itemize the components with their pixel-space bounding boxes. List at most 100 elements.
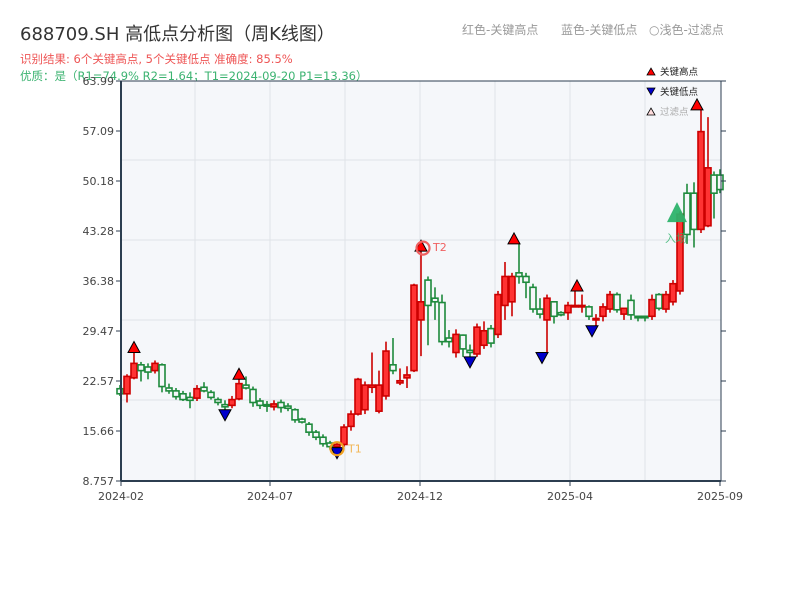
candle-body bbox=[676, 213, 684, 292]
candle-body bbox=[431, 297, 439, 303]
candle-body bbox=[522, 275, 530, 284]
t2-circle-icon bbox=[415, 240, 431, 256]
candle bbox=[382, 341, 390, 400]
candle bbox=[669, 280, 677, 306]
candle-body bbox=[249, 388, 257, 404]
candle-body bbox=[354, 378, 362, 415]
candle-body bbox=[473, 326, 481, 355]
candle-body bbox=[578, 304, 586, 308]
candle bbox=[172, 387, 180, 400]
candle bbox=[522, 272, 530, 299]
candle-body bbox=[606, 293, 614, 310]
candle bbox=[354, 377, 362, 416]
candle bbox=[473, 323, 481, 357]
candle bbox=[459, 334, 467, 357]
candle-body bbox=[172, 390, 180, 398]
candle-body bbox=[200, 386, 208, 392]
candle-body bbox=[550, 301, 558, 318]
candle bbox=[508, 272, 516, 317]
candle bbox=[662, 290, 670, 313]
candle-body bbox=[375, 384, 383, 412]
candle bbox=[494, 290, 502, 339]
y-tick-label: 36.38 bbox=[83, 275, 115, 288]
legend-high-icon bbox=[646, 67, 656, 76]
candle-body bbox=[305, 423, 313, 433]
candle bbox=[193, 385, 201, 402]
candle-body bbox=[592, 317, 600, 321]
y-tick-label: 15.66 bbox=[83, 425, 115, 438]
candle bbox=[305, 422, 313, 436]
candle bbox=[445, 330, 453, 348]
candle-body bbox=[242, 384, 250, 389]
candle-body bbox=[333, 443, 341, 448]
candle-body bbox=[389, 364, 397, 372]
candle bbox=[606, 290, 614, 313]
candle bbox=[389, 338, 397, 375]
candle bbox=[312, 429, 320, 441]
candle bbox=[249, 386, 257, 407]
candle bbox=[550, 301, 558, 324]
candle-body bbox=[158, 364, 166, 388]
candle bbox=[529, 283, 537, 313]
candle-body bbox=[228, 398, 236, 407]
candle bbox=[641, 315, 649, 322]
x-tick-label: 2025-09 bbox=[697, 490, 743, 503]
candle bbox=[564, 301, 572, 320]
legend-light-filtered: ○浅色-过滤点 bbox=[649, 23, 724, 37]
candle bbox=[487, 324, 495, 348]
candle-body bbox=[410, 284, 418, 372]
y-tick-label: 22.57 bbox=[83, 375, 115, 388]
candle-body bbox=[669, 282, 677, 303]
candle-body bbox=[613, 293, 621, 311]
candle-body bbox=[151, 362, 159, 372]
candle-body bbox=[130, 362, 138, 379]
candle-body bbox=[536, 308, 544, 315]
candle bbox=[452, 329, 460, 358]
candle bbox=[221, 400, 229, 410]
candle bbox=[263, 401, 271, 412]
candle bbox=[214, 397, 222, 406]
candle bbox=[144, 363, 152, 380]
x-tick-label: 2024-02 bbox=[98, 490, 144, 503]
candle bbox=[137, 361, 145, 382]
candle-body bbox=[627, 299, 635, 316]
candle-body bbox=[683, 192, 691, 236]
candle bbox=[543, 294, 551, 353]
t2-label: T2 bbox=[432, 241, 447, 254]
candle-body bbox=[277, 401, 285, 409]
candle bbox=[704, 117, 712, 228]
candle-body bbox=[207, 391, 215, 399]
candle-body bbox=[487, 327, 495, 344]
candle-body bbox=[501, 275, 509, 307]
candle bbox=[235, 379, 243, 401]
entry-label: 入场 bbox=[665, 231, 687, 245]
candle-body bbox=[319, 436, 327, 445]
candles bbox=[116, 109, 724, 450]
key-high-triangle-icon bbox=[570, 278, 584, 292]
candle bbox=[403, 366, 411, 388]
candle bbox=[340, 424, 348, 447]
candle bbox=[256, 398, 264, 409]
x-tick-label: 2024-12 bbox=[397, 490, 443, 503]
candle-body bbox=[347, 413, 355, 428]
candle bbox=[578, 294, 586, 313]
candle bbox=[690, 182, 698, 248]
candle-body bbox=[620, 307, 628, 315]
key-point-markers: 入场 T1 T2 bbox=[127, 97, 704, 460]
legend-red-key-highs: 红色-关键高点 bbox=[462, 23, 539, 37]
candle-body bbox=[599, 306, 607, 318]
candle-body bbox=[445, 337, 453, 343]
quality-line: 优质：是（R1=74.9% R2=1.64；T1=2024-09-20 P1=1… bbox=[20, 69, 368, 83]
legend-filtered-icon bbox=[646, 107, 656, 116]
candle bbox=[277, 399, 285, 413]
candle bbox=[158, 363, 166, 393]
candle bbox=[536, 298, 544, 319]
candle-body bbox=[361, 384, 369, 411]
candle bbox=[620, 307, 628, 320]
candle-body bbox=[291, 408, 299, 421]
candle-body bbox=[529, 286, 537, 310]
candle bbox=[613, 292, 621, 313]
candle bbox=[228, 395, 236, 409]
candle-body bbox=[340, 426, 348, 446]
candle bbox=[319, 434, 327, 447]
